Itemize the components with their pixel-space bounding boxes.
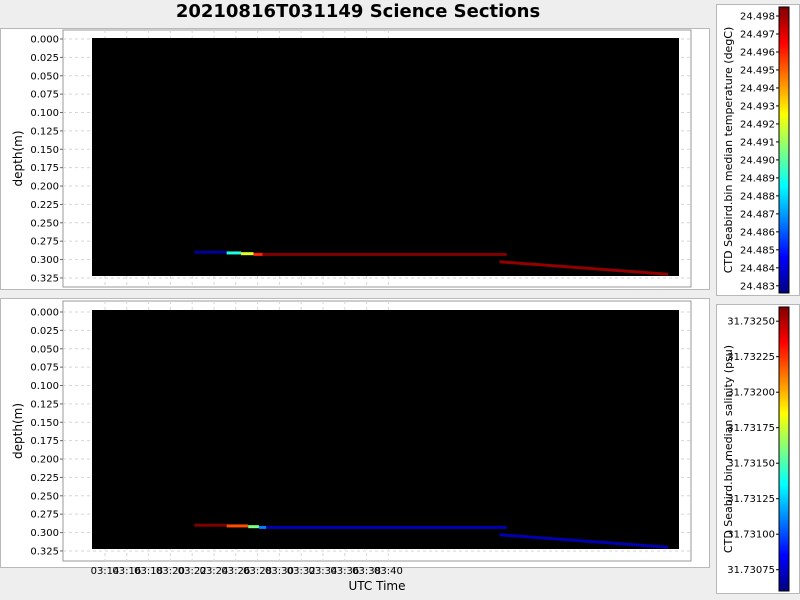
y-tick-label: 0.175	[30, 436, 59, 447]
y-tick-label: 0.250	[30, 491, 59, 502]
colorbar-tick-label: 24.496	[740, 47, 775, 58]
x-tick-label: 03:36	[330, 566, 359, 577]
y-tick-label: 0.125	[30, 399, 59, 410]
data-segment	[248, 525, 259, 529]
colorbar-tick-label: 31.73250	[727, 317, 775, 328]
y-tick-label: 0.175	[30, 163, 59, 174]
colorbar-tick-label: 24.487	[740, 209, 775, 220]
y-tick-label: 0.050	[30, 71, 59, 82]
x-tick-label: 03:32	[287, 566, 316, 577]
data-background	[92, 38, 679, 276]
colorbar-tick-label: 31.73175	[727, 423, 775, 434]
y-tick-label: 0.325	[30, 273, 59, 284]
y-tick-label: 0.275	[30, 237, 59, 248]
data-segment	[262, 252, 507, 256]
y-tick-label: 0.100	[30, 108, 59, 119]
colorbar-tick-label: 31.73100	[727, 530, 775, 541]
chart-panel-2: 0.000 0.025 0.050 0.075 0.100 0.125 0.150 0.175…	[11, 300, 790, 593]
x-tick-label: 03:16	[112, 566, 141, 577]
colorbar-tick-label: 24.492	[740, 119, 775, 130]
y-tick-label: 0.275	[30, 510, 59, 521]
colorbar-tick-label: 24.485	[740, 245, 775, 256]
y-axis-label: depth(m)	[11, 403, 25, 459]
colorbar-tick-label: 31.73200	[727, 388, 775, 399]
data-segment	[499, 260, 669, 276]
colorbar-tick-label: 24.495	[740, 65, 775, 76]
chart-panel-1: 0.000 0.025 0.050 0.075 0.100 0.125 0.150 0.175…	[11, 6, 790, 294]
colorbar-tick-label: 24.491	[740, 137, 775, 148]
x-tick-label: 03:22	[178, 566, 207, 577]
x-tick-label: 03:28	[243, 566, 272, 577]
page-title: 20210816T031149 Science Sections	[175, 1, 541, 22]
colorbar-tick-label: 24.497	[740, 29, 775, 40]
y-tick-label: 0.325	[30, 546, 59, 557]
y-tick-label: 0.050	[30, 344, 59, 355]
data-segment	[194, 250, 227, 254]
colorbar-tick-label: 24.489	[740, 173, 775, 184]
y-tick-label: 0.000	[30, 35, 59, 46]
y-tick-label: 0.075	[30, 90, 59, 101]
colorbar-tick-label: 31.73075	[727, 565, 775, 576]
colorbar-tick-label: 31.73125	[727, 494, 775, 505]
colorbar-tick-label: 24.494	[740, 83, 775, 94]
y-tick-label: 0.125	[30, 126, 59, 137]
y-tick-label: 0.300	[30, 255, 59, 266]
data-background	[92, 310, 679, 549]
y-tick-label: 0.100	[30, 381, 59, 392]
colorbar-tick-label: 31.73225	[727, 352, 775, 363]
data-segment	[499, 533, 669, 549]
x-tick-label: 03:40	[374, 566, 403, 577]
colorbar-tick-label: 24.484	[740, 263, 775, 274]
colorbar-tick-label: 24.488	[740, 191, 775, 202]
data-segment	[253, 252, 263, 256]
x-tick-label: 03:24	[200, 566, 229, 577]
colorbar-tick-label: 24.483	[740, 281, 775, 292]
colorbar-tick-label: 31.73150	[727, 459, 775, 470]
x-tick-label: 03:30	[265, 566, 294, 577]
x-tick-label: 03:34	[309, 566, 338, 577]
x-tick-label: 03:18	[134, 566, 163, 577]
y-tick-label: 0.200	[30, 455, 59, 466]
colorbar	[778, 6, 790, 294]
colorbar-label: CTD Seabird.bin median temperature (degC…	[722, 27, 735, 274]
colorbar-tick-label: 24.486	[740, 227, 775, 238]
colorbar-label: CTD Seabird.bin median salinity (psu)	[722, 345, 735, 553]
colorbar	[778, 306, 790, 592]
y-tick-label: 0.025	[30, 326, 59, 337]
x-tick-label: 03:14	[91, 566, 120, 577]
y-tick-label: 0.150	[30, 418, 59, 429]
y-tick-label: 0.225	[30, 473, 59, 484]
y-tick-label: 0.250	[30, 218, 59, 229]
data-segment	[194, 523, 227, 527]
colorbar-tick-label: 24.493	[740, 101, 775, 112]
y-tick-label: 0.075	[30, 363, 59, 374]
y-axis-label: depth(m)	[11, 131, 25, 187]
y-tick-label: 0.200	[30, 182, 59, 193]
x-tick-label: 03:38	[352, 566, 381, 577]
x-axis-label: UTC Time	[349, 579, 406, 593]
data-segment	[258, 525, 267, 529]
x-tick-label: 03:26	[221, 566, 250, 577]
colorbar-tick-label: 24.490	[740, 155, 775, 166]
y-tick-label: 0.225	[30, 200, 59, 211]
x-tick-label: 03:20	[156, 566, 185, 577]
y-tick-label: 0.150	[30, 145, 59, 156]
data-segment	[226, 524, 249, 528]
data-segment	[240, 252, 254, 256]
data-segment	[226, 251, 241, 255]
colorbar-tick-label: 24.498	[740, 11, 775, 22]
y-tick-label: 0.300	[30, 528, 59, 539]
y-tick-label: 0.025	[30, 53, 59, 64]
data-segment	[266, 525, 507, 529]
y-tick-label: 0.000	[30, 308, 59, 319]
